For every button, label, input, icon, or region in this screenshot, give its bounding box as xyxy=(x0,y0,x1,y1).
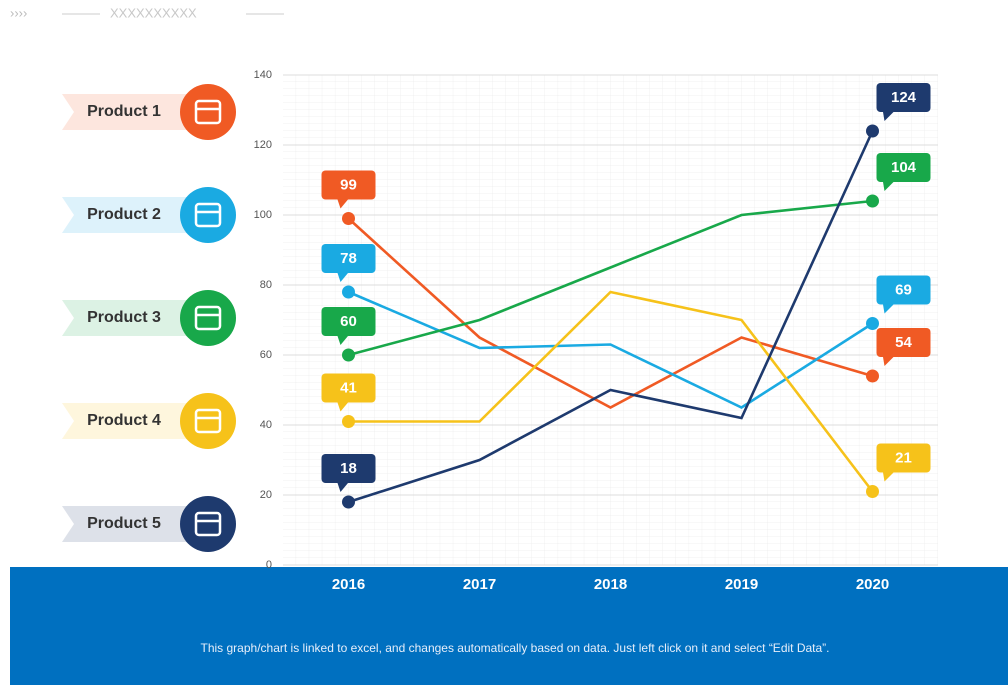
y-tick-label: 0 xyxy=(266,559,272,571)
callout-box xyxy=(876,443,931,473)
callout-box xyxy=(321,244,376,273)
data-label: 104 xyxy=(891,159,917,176)
x-tick-label: 2017 xyxy=(463,576,496,593)
legend-icon xyxy=(180,393,236,449)
data-label: 69 xyxy=(895,281,912,298)
callout-box xyxy=(876,328,931,357)
legend-icon xyxy=(180,187,236,243)
legend-icon xyxy=(180,84,236,140)
data-point xyxy=(342,212,355,225)
legend-icon-glyph xyxy=(194,99,222,125)
y-tick-label: 60 xyxy=(260,349,272,361)
series-line xyxy=(348,290,874,493)
plot-grid xyxy=(283,75,938,565)
data-label: 124 xyxy=(891,89,917,106)
series-line xyxy=(347,217,873,409)
legend-label: Product 3 xyxy=(87,309,161,326)
data-point xyxy=(866,317,879,330)
x-tick-label: 2019 xyxy=(725,576,758,593)
x-tick-label: 2016 xyxy=(332,576,365,593)
data-point xyxy=(342,285,355,299)
legend-icon-glyph xyxy=(194,305,222,331)
y-tick-label: 20 xyxy=(260,489,272,501)
data-point xyxy=(866,369,879,383)
data-label: 54 xyxy=(895,334,912,351)
data-point xyxy=(342,348,355,362)
y-tick-label: 100 xyxy=(254,209,272,221)
data-point xyxy=(866,124,879,138)
x-tick-label: 2020 xyxy=(856,576,889,593)
header-title: XXXXXXXXXX xyxy=(110,5,197,20)
legend-ribbon xyxy=(62,403,200,439)
legend-icon-glyph xyxy=(194,511,222,537)
legend-icon-glyph xyxy=(194,408,222,434)
data-label: 21 xyxy=(895,449,912,466)
footer-band xyxy=(10,567,1008,685)
legend-ribbon xyxy=(62,197,200,233)
data-point xyxy=(866,194,879,208)
legend-label: Product 2 xyxy=(87,206,161,223)
legend-label: Product 1 xyxy=(87,103,161,120)
legend-ribbon xyxy=(62,94,200,130)
data-label: 18 xyxy=(340,460,357,477)
callout-box xyxy=(321,454,376,483)
data-label: 99 xyxy=(340,176,357,193)
y-tick-label: 120 xyxy=(254,139,272,151)
data-point xyxy=(342,495,355,509)
callout-box xyxy=(321,170,376,200)
callout-box xyxy=(876,83,931,112)
footer-note: This graph/chart is linked to excel, and… xyxy=(201,641,830,655)
callout-box xyxy=(876,153,931,182)
legend-icon xyxy=(180,290,236,346)
callout-box xyxy=(321,373,376,403)
series-line xyxy=(348,130,874,504)
data-label: 41 xyxy=(340,379,357,396)
data-label: 60 xyxy=(340,313,357,330)
y-tick-label: 40 xyxy=(260,419,272,431)
series-line xyxy=(348,199,873,357)
y-tick-label: 80 xyxy=(260,279,272,291)
series-line xyxy=(347,290,874,409)
chevrons: ›››› xyxy=(10,5,27,20)
y-tick-label: 140 xyxy=(254,69,272,81)
legend-label: Product 5 xyxy=(87,515,161,532)
legend-icon xyxy=(180,496,236,552)
callout-box xyxy=(321,307,376,336)
x-tick-label: 2018 xyxy=(594,576,627,593)
legend-ribbon xyxy=(62,506,200,542)
data-label: 78 xyxy=(340,250,357,267)
legend-icon-glyph xyxy=(194,202,222,228)
data-point xyxy=(866,485,879,498)
legend-ribbon xyxy=(62,300,200,336)
data-point xyxy=(342,415,355,428)
legend-label: Product 4 xyxy=(87,412,161,429)
callout-box xyxy=(876,275,931,305)
